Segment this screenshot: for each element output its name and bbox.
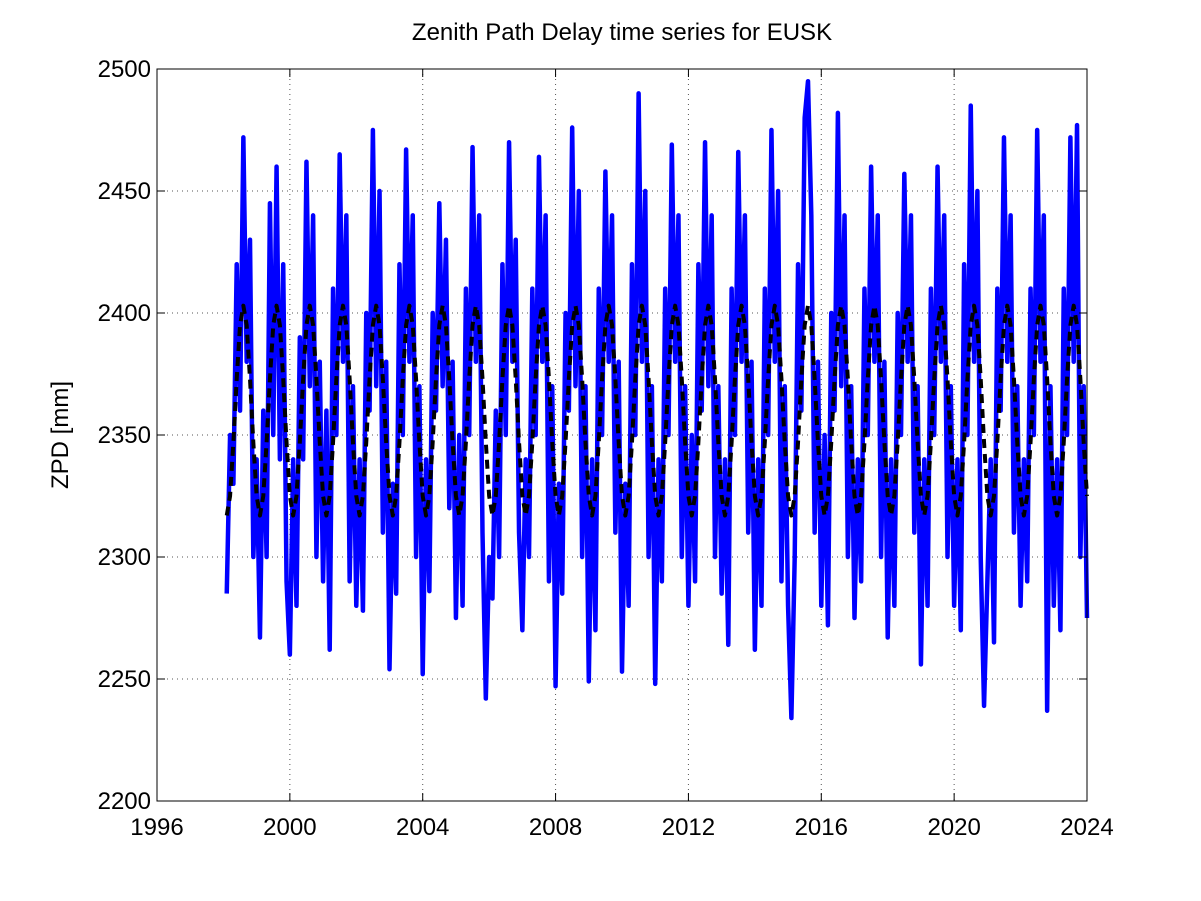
y-tick-label: 2450 — [98, 178, 151, 205]
x-tick-label: 1996 — [130, 814, 183, 841]
y-tick-label: 2350 — [98, 422, 151, 449]
x-tick-label: 2016 — [795, 814, 848, 841]
x-tick-label: 2004 — [396, 814, 449, 841]
x-tick-label: 2000 — [263, 814, 316, 841]
x-tick-label: 2012 — [662, 814, 715, 841]
y-tick-label: 2500 — [98, 56, 151, 83]
y-tick-label: 2400 — [98, 300, 151, 327]
y-axis-label: ZPD [mm] — [47, 381, 74, 489]
series-line — [224, 303, 1089, 518]
y-tick-label: 2250 — [98, 666, 151, 693]
chart-title: Zenith Path Delay time series for EUSK — [412, 19, 832, 46]
y-tick-label: 2300 — [98, 544, 151, 571]
x-tick-label: 2024 — [1060, 814, 1113, 841]
x-tick-label: 2008 — [529, 814, 582, 841]
y-tick-label: 2200 — [98, 788, 151, 815]
x-tick-label: 2020 — [927, 814, 980, 841]
